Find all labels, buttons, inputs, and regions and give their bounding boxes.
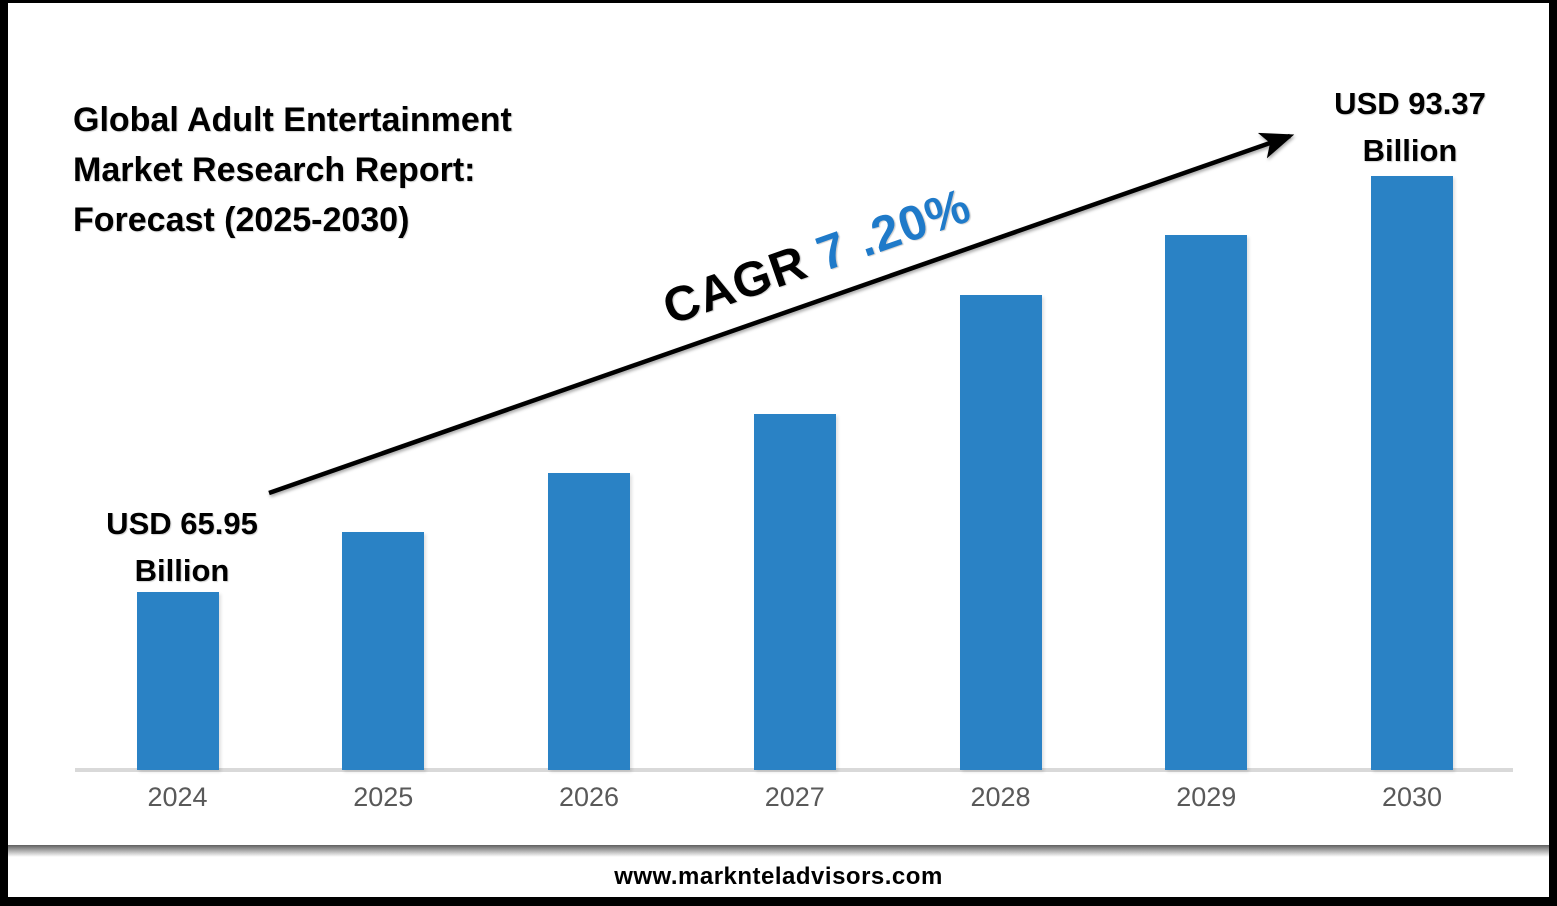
x-tick-2028: 2028 <box>970 782 1031 812</box>
chart-title-line-3: Forecast (2025-2030) <box>73 201 410 239</box>
value-label-2024-amount: USD 65.95 <box>106 506 258 541</box>
cagr-annotation: CAGR 7 .20% <box>656 178 978 337</box>
chart-title: Global Adult Entertainment Market Resear… <box>73 95 573 245</box>
frame-border-left <box>0 0 8 906</box>
footer-website-text: www.marknteladvisors.com <box>614 863 943 890</box>
x-tick-2027: 2027 <box>764 782 825 812</box>
frame-border-bottom <box>0 897 1557 906</box>
x-tick-2029: 2029 <box>1176 782 1237 812</box>
bar-2028 <box>959 295 1042 770</box>
frame-border-right <box>1549 0 1557 906</box>
value-label-2030-amount: USD 93.37 <box>1334 86 1486 121</box>
chart-title-line-2: Market Research Report: <box>73 151 476 189</box>
bar-2026 <box>548 473 630 770</box>
cagr-value: 7 .20% <box>810 178 978 282</box>
frame-border-top <box>0 0 1557 3</box>
cagr-label: CAGR <box>656 230 828 336</box>
bar-2029 <box>1165 235 1248 770</box>
bar-2027 <box>753 414 836 770</box>
x-tick-2024: 2024 <box>147 782 208 812</box>
value-label-2024: USD 65.95 Billion <box>106 500 258 594</box>
value-label-2024-unit: Billion <box>134 553 230 588</box>
bar-2025 <box>342 532 425 770</box>
x-tick-2030: 2030 <box>1381 782 1443 812</box>
chart-title-line-1: Global Adult Entertainment <box>73 101 512 139</box>
bar-2024 <box>136 592 219 770</box>
x-tick-2025: 2025 <box>353 782 414 812</box>
footer: www.marknteladvisors.com <box>8 857 1549 897</box>
footer-divider <box>8 845 1549 857</box>
value-label-2030-unit: Billion <box>1362 133 1458 168</box>
bar-2030 <box>1371 176 1453 770</box>
x-tick-2026: 2026 <box>558 782 620 812</box>
value-label-2030: USD 93.37 Billion <box>1334 80 1486 174</box>
x-axis-line <box>75 768 1513 772</box>
